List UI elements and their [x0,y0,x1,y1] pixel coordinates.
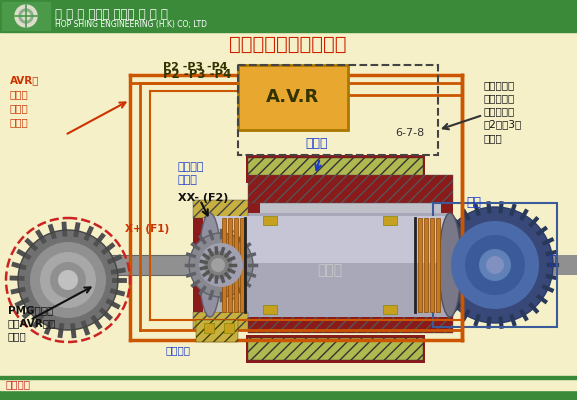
Bar [203,218,238,312]
Bar [30,255,248,275]
Bar [0,390,577,400]
Bar [196,320,238,342]
Bar [193,200,248,218]
Bar [441,203,453,305]
Bar [193,312,248,330]
Bar [224,323,234,333]
Bar [228,218,232,312]
Text: 发电机基本结构和电路: 发电机基本结构和电路 [229,35,347,54]
Bar [248,305,453,333]
Bar [433,203,557,327]
Text: 励磁转子
和定子: 励磁转子 和定子 [178,162,204,185]
Bar [234,218,238,312]
Text: HOP SHING ENGINEERING (H.K) CO; LTD: HOP SHING ENGINEERING (H.K) CO; LTD [55,20,207,29]
Bar [193,312,248,330]
Text: 轴: 轴 [548,254,556,266]
Bar [240,218,244,312]
Circle shape [15,5,37,27]
Bar [215,216,445,263]
Text: P2 -P3 -P4: P2 -P3 -P4 [163,62,227,72]
Bar [383,305,397,314]
Bar [248,175,453,203]
Text: 内部培训: 内部培训 [5,379,30,389]
Ellipse shape [439,213,461,317]
Text: 合 成 工 程（香 港）有 限 公 司: 合 成 工 程（香 港）有 限 公 司 [55,8,168,21]
Circle shape [58,270,78,290]
Bar [204,323,214,333]
Bar [222,218,226,312]
Bar [0,376,577,379]
Bar [210,213,450,317]
Circle shape [18,230,118,330]
Bar [418,218,422,312]
Text: PMG提供电
源给AVR（安
装时）: PMG提供电 源给AVR（安 装时） [8,305,56,341]
Circle shape [486,256,504,274]
Text: XX- (F2): XX- (F2) [178,193,228,203]
Bar [248,158,423,180]
Text: 主转子: 主转子 [317,263,343,277]
Circle shape [451,221,539,309]
Text: 从主定子来
的交流电源
和传感信号
（2相或3相
感应）: 从主定子来 的交流电源 和传感信号 （2相或3相 感应） [483,80,521,143]
Bar [0,0,577,32]
Bar [453,255,577,275]
Bar [383,216,397,225]
Bar [238,65,438,155]
Ellipse shape [199,213,221,317]
Text: 6-7-8: 6-7-8 [395,128,425,138]
Text: 主定子: 主定子 [305,137,328,150]
Bar [2,2,50,30]
Bar [263,216,277,225]
Bar [0,378,577,390]
Bar [238,218,248,312]
Text: AVR输
出直流
电给励
磁定子: AVR输 出直流 电给励 磁定子 [10,75,39,127]
Circle shape [199,243,243,287]
Bar [248,175,453,203]
Circle shape [22,12,30,20]
Bar [263,305,277,314]
Bar [248,305,453,333]
Bar [248,338,423,360]
Text: 整流模块: 整流模块 [165,345,190,355]
Bar [238,65,348,130]
Bar [248,203,260,305]
Circle shape [189,233,253,297]
Bar [193,200,248,218]
Circle shape [50,262,86,298]
Text: X+ (F1): X+ (F1) [125,224,169,234]
Text: P2 -P3 -P4: P2 -P3 -P4 [163,68,231,81]
Circle shape [30,242,106,318]
Circle shape [204,251,232,279]
Text: A.V.R: A.V.R [267,88,320,106]
Circle shape [211,258,225,272]
Circle shape [40,252,96,308]
Bar [430,218,434,312]
Circle shape [479,249,511,281]
Text: 轴承: 轴承 [466,196,481,209]
Bar [246,155,425,183]
Bar [193,218,203,312]
Circle shape [437,207,553,323]
Circle shape [465,235,525,295]
Bar [246,335,425,363]
Bar [260,203,441,305]
Bar [436,218,440,312]
Circle shape [19,9,33,23]
Bar [424,218,428,312]
